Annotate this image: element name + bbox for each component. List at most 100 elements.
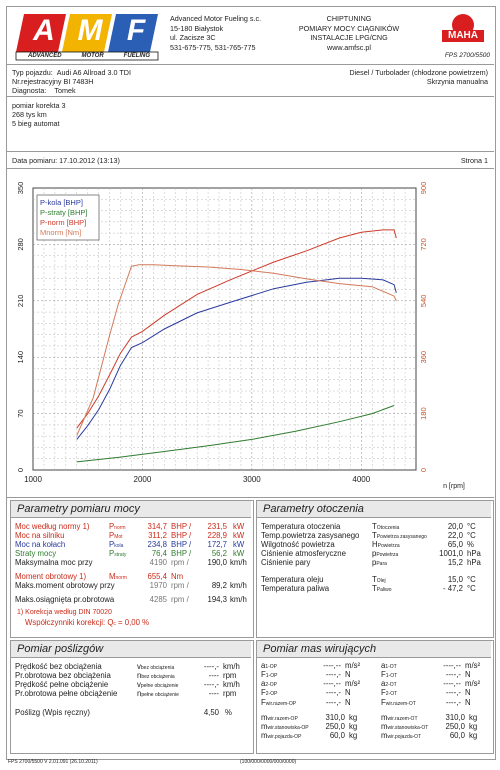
torque-unit: Nm (171, 572, 184, 581)
measure-row-value1: 76,4 (151, 549, 167, 558)
legend-entry: P-norm [BHP] (40, 218, 86, 227)
mass-ot-unit: m/s² (465, 661, 481, 670)
max-power-at-speed: 190,0 (207, 558, 227, 567)
slip-row-label: Prędkość bez obciążenia (15, 662, 102, 671)
mass-op-unit: N (345, 698, 351, 707)
mass-op-unit: m/s² (345, 661, 361, 670)
mass-kg-op-value: 250,0 (325, 722, 345, 731)
env-row-symbol-sub: Olej (376, 578, 386, 584)
mass-ot-symbol-sub: 1-OT (385, 673, 398, 679)
service-dyno: POMIARY MOCY CIĄGNIKÓW (298, 23, 400, 33)
y-right-tick-label: 900 (419, 182, 428, 195)
slip-manual-unit: % (225, 708, 232, 717)
y-left-tick-label: 350 (16, 182, 25, 195)
y-right-tick-label: 720 (419, 238, 428, 251)
env-row-label: Temperatura otoczenia (261, 522, 341, 531)
environment-panel: Parametry otoczenia Temperatura otoczeni… (256, 500, 494, 638)
env-row-symbol: TOlej (372, 575, 386, 584)
env-row-label: Ciśnienie atmosferyczne (261, 549, 346, 558)
env-row-label: Temperatura paliwa (261, 584, 330, 593)
env-row-value: 20,0 (447, 522, 463, 531)
env-row-label: Temperatura oleju (261, 575, 324, 584)
env-row-unit: °C (467, 575, 476, 584)
slip-row-label: Pr.obrotowa bez obciążenia (15, 671, 111, 680)
torque-label: Moment obrotowy 1) (15, 572, 87, 581)
slip-row-symbol: vbez obciążenia (137, 662, 175, 671)
max-rpm-at-speed: 194,3 (207, 595, 227, 604)
measure-row-symbol-sub: straty (114, 552, 127, 558)
mass-op-value: ----,-- (323, 679, 341, 688)
max-power-at-rpm-unit: rpm / (171, 558, 189, 567)
measure-row-label: Moc na kołach (15, 540, 66, 549)
mass-ot-symbol: F1-OT (381, 670, 398, 679)
measure-row-unit2: kW (233, 522, 245, 531)
company-phones: 531-675-775, 531-765-775 (170, 42, 256, 52)
y-left-tick-label: 70 (16, 409, 25, 417)
x-tick-label: 2000 (134, 475, 152, 484)
company-name: Advanced Motor Fueling s.c. (170, 14, 262, 23)
env-row-label: Ciśnienie pary (261, 558, 311, 567)
mass-op-unit: N (345, 670, 351, 679)
mass-op-symbol: a1-OP (261, 661, 278, 670)
env-row-value: 15,0 (447, 575, 463, 584)
mass-op-unit: m/s² (345, 679, 361, 688)
slip-manual-value: 4,50 (203, 708, 219, 717)
mass-ot-value: ----,-- (443, 661, 461, 670)
mass-ot-symbol-sub: 1-OT (385, 664, 397, 670)
power-chart: 1000 2000 3000 4000 0 70 140 210 280 350 0 180 360 54… (16, 182, 465, 490)
env-row-symbol: TOtoczenia (372, 522, 400, 531)
company-city: 15-180 Białystok (170, 23, 224, 33)
mass-op-symbol: Fwir.razem-OP (261, 698, 297, 707)
env-row-symbol-sub: Powietrza (376, 552, 399, 558)
env-row-value: 22,0 (447, 531, 463, 540)
measure-row-symbol-sub: Mot (114, 534, 123, 540)
series-line-3 (76, 264, 397, 436)
torque-value: 655,4 (147, 572, 167, 581)
mass-kg-op-unit: kg (349, 722, 358, 731)
notes: pomiar korekta 3 268 tys km 5 bieg autom… (12, 101, 66, 128)
max-rpm-at-speed-unit: km/h (230, 595, 247, 604)
env-row-value: 15,2 (447, 558, 463, 567)
mass-ot-symbol-sub: 2-OT (385, 691, 398, 697)
vehicle-reg: Nr.rejestracyjny BI 7483H (12, 77, 94, 86)
note-line: pomiar korekta 3 (12, 101, 66, 110)
company-website[interactable]: www.amfsc.pl (327, 42, 371, 52)
company-services: CHIPTUNING POMIARY MOCY CIĄGNIKÓW INSTAL… (285, 14, 413, 52)
y-right-tick-label: 360 (419, 351, 428, 364)
mass-kg-ot-unit: kg (469, 722, 478, 731)
mass-ot-unit: m/s² (465, 679, 481, 688)
env-row-symbol-sub: Paliwo (376, 587, 392, 593)
slip-row-symbol-sub: bez obciążenia (141, 674, 175, 680)
mass-op-symbol-sub: 1-OP (265, 664, 278, 670)
mass-ot-symbol: Fwir.razem-OT (381, 698, 416, 707)
maha-text: MAHA (448, 30, 478, 41)
mass-kg-ot-symbol: mwir.razem-OT (381, 713, 418, 722)
legend-entry: P-kola [BHP] (40, 198, 83, 207)
env-row-unit: hPa (467, 558, 481, 567)
measure-row-unit1: BHP / (171, 540, 192, 549)
mass-kg-ot-symbol: mwir.stanowiska-OT (381, 722, 429, 731)
env-row-symbol-sub: Powietrza (377, 543, 400, 549)
env-row-label: Temp.powietrza zasysanego (261, 531, 360, 540)
env-row-symbol-sub: Powietrza zasysanego (376, 534, 427, 540)
mass-ot-unit: N (465, 688, 471, 697)
mass-kg-ot-symbol-sub: wir.pojazdu-OT (387, 734, 422, 740)
measure-title: Parametry pomiaru mocy (11, 501, 251, 518)
max-torque-at-label: Maks.moment obrotowy przy (15, 581, 115, 590)
measure-row-value2: 56,2 (211, 549, 227, 558)
env-row-label: Wilgotność powietrza (261, 540, 335, 549)
mass-ot-value: ----,- (445, 688, 461, 697)
mass-kg-op-symbol: mwir.razem-OP (261, 713, 298, 722)
measure-row-value2: 231,5 (207, 522, 227, 531)
mass-ot-unit: N (465, 698, 471, 707)
service-lpg: INSTALACJE LPG/CNG (310, 33, 388, 42)
env-row-unit: °C (467, 584, 476, 593)
max-torque-at-speed: 89,2 (211, 581, 227, 590)
mass-kg-ot-symbol-sub: wir.razem-OT (387, 716, 418, 722)
measure-date: Data pomiaru: 17.10.2012 (13:13) (12, 156, 120, 165)
y-right-tick-label: 180 (419, 407, 428, 420)
mass-op-symbol: F1-OP (261, 670, 278, 679)
y-left-tick-label: 0 (16, 468, 25, 472)
legend-entry: Mnorm [Nm] (40, 228, 81, 237)
mass-ot-unit: N (465, 670, 471, 679)
